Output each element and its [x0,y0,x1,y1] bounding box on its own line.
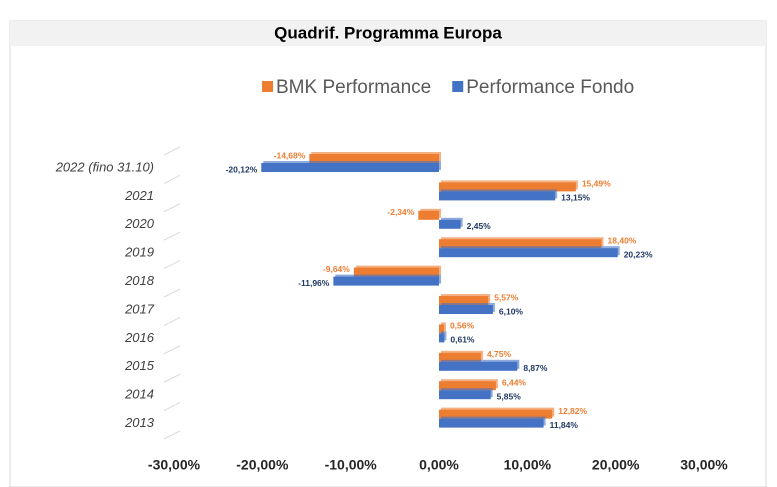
y-tick-label: 2022 (fino 31.10) [55,159,154,174]
floor-line [163,373,181,383]
legend-label: Performance Fondo [466,77,634,98]
value-label: 5,85% [497,391,522,401]
y-tick-label: 2014 [124,387,154,402]
x-tick-label: -10,00% [325,457,378,473]
value-label: 12,82% [558,406,587,416]
bar [261,163,439,172]
bar [439,361,518,371]
floor-line [163,260,181,270]
y-tick-label: 2013 [124,415,155,430]
floor-line [163,288,181,298]
bar [439,305,493,314]
value-label: 20,23% [624,249,653,259]
bar [333,276,439,286]
value-label: -2,34% [387,207,414,217]
bar [439,239,602,249]
value-label: 5,57% [494,292,519,302]
value-label: 4,75% [487,349,512,359]
bar [439,248,618,258]
value-label: 18,40% [608,235,637,245]
x-tick-label: 30,00% [680,457,728,473]
value-label: 6,44% [502,377,527,387]
legend-swatch [452,81,464,92]
bar [353,267,439,277]
bar [439,409,553,419]
chart-title: Quadrif. Programma Europa [274,23,502,42]
value-label: 0,61% [450,335,475,345]
value-label: 2,45% [467,221,492,231]
value-label: -20,12% [226,164,258,174]
value-label: -9,64% [323,264,350,274]
legend-label: BMK Performance [276,77,431,98]
x-tick-label: -20,00% [236,457,289,473]
y-tick-label: 2017 [124,301,155,316]
bar [439,296,489,305]
y-tick-label: 2016 [124,330,155,345]
y-tick-label: 2019 [124,245,154,260]
value-label: -14,68% [274,150,306,160]
bar [309,154,439,163]
floor-line [163,430,181,440]
floor-line [163,231,181,241]
floor-line [163,146,181,156]
floor-line [163,316,181,326]
value-label: -11,96% [298,278,330,288]
legend-swatch [262,81,273,92]
x-tick-label: 10,00% [504,457,552,473]
value-label: 11,84% [550,420,579,430]
x-tick-label: -30,00% [148,457,201,473]
value-label: 8,87% [523,363,548,373]
value-label: 13,15% [561,193,590,203]
value-label: 6,10% [499,306,524,316]
y-tick-label: 2020 [124,216,155,231]
y-tick-label: 2021 [124,188,154,203]
bar [439,381,496,391]
bar [439,418,544,428]
x-tick-label: 20,00% [592,457,640,473]
bar [418,210,439,220]
bar [439,219,461,229]
value-label: 15,49% [582,179,611,189]
y-tick-label: 2018 [124,273,155,288]
bar [439,390,491,400]
title-bar [10,21,766,46]
bar [439,182,576,192]
chart-frame [9,20,767,487]
value-label: 0,56% [450,321,475,331]
bar [439,191,556,201]
bar [439,352,481,362]
bar [439,324,444,334]
bar [439,333,445,343]
floor-line [163,174,181,184]
x-tick-label: 0,00% [419,457,459,473]
y-tick-label: 2015 [124,358,155,373]
floor-line [163,345,181,355]
floor-line [163,402,181,412]
floor-line [163,203,181,213]
